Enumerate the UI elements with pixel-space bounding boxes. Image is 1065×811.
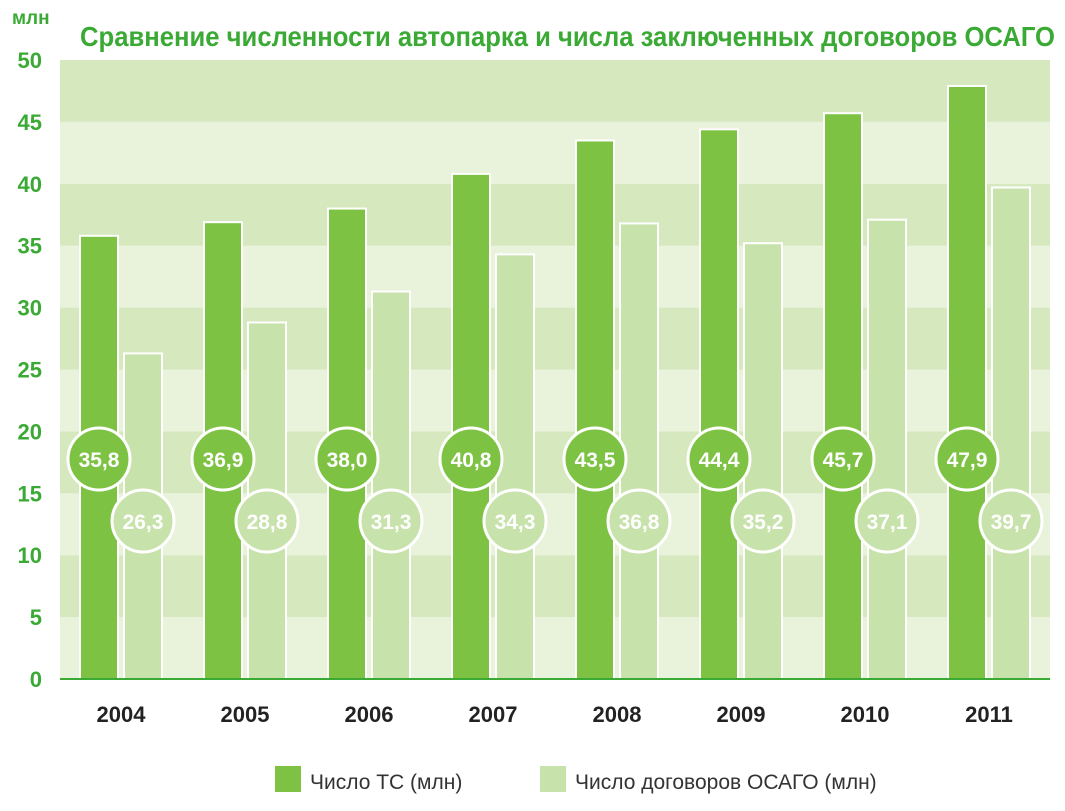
x-tick-label: 2004 [97,702,147,727]
value-label-series-2: 36,8 [619,511,660,534]
value-badge-series-1 [66,426,132,492]
value-label-series-2: 28,8 [247,511,288,534]
y-tick-label: 20 [18,419,42,444]
value-badge-series-2 [110,488,176,554]
value-label-series-1: 47,9 [947,449,988,472]
x-axis-ticks: 2004 2005 2006 2007 2008 2009 2010 2011 [97,702,1013,727]
value-badge-series-1 [314,426,380,492]
y-tick-label: 25 [18,358,42,383]
value-badge-series-1 [686,426,752,492]
value-label-series-1: 40,8 [451,449,492,472]
value-labels: 35,8 26,3 36,9 28,8 38,0 31,3 40,8 34,3 43,5 36,8… [66,426,1044,554]
bar-series-1 [699,128,739,680]
x-tick-label: 2006 [345,702,394,727]
value-badge-series-2 [482,488,548,554]
y-tick-label: 0 [30,667,42,692]
value-badge-series-2 [854,488,920,554]
value-label-series-2: 39,7 [991,511,1032,534]
value-label-series-2: 34,3 [495,511,536,534]
y-tick-label: 40 [18,172,42,197]
x-tick-label: 2011 [965,702,1013,727]
value-label-series-2: 37,1 [867,511,908,534]
bar-series-2 [371,290,411,680]
x-tick-label: 2008 [593,702,642,727]
y-tick-label: 30 [18,296,42,321]
y-tick-label: 10 [18,543,42,568]
value-label-series-2: 31,3 [371,511,412,534]
chart-title: Сравнение численности автопарка и числа … [80,21,1055,52]
value-badge-series-1 [810,426,876,492]
value-label-series-1: 38,0 [327,449,368,472]
grid-band [60,121,1050,184]
x-tick-label: 2010 [841,702,890,727]
value-label-series-1: 45,7 [823,449,864,472]
value-label-series-1: 43,5 [575,449,616,472]
value-label-series-2: 26,3 [123,511,164,534]
y-tick-label: 35 [18,234,42,259]
legend-swatch-series-1 [275,766,301,792]
value-badge-series-1 [562,426,628,492]
bar-series-1 [947,84,987,681]
legend-swatch-series-2 [540,766,566,792]
y-tick-label: 50 [18,48,42,73]
bar-series-1 [575,139,615,681]
value-badge-series-2 [606,488,672,554]
value-badge-series-2 [730,488,796,554]
y-tick-label: 45 [18,110,42,135]
value-badge-series-2 [234,488,300,554]
y-axis-ticks: 0 5 10 15 20 25 30 35 40 45 50 [18,48,42,692]
y-tick-label: 5 [30,605,42,630]
x-tick-label: 2009 [717,702,766,727]
bar-series-1 [823,112,863,680]
value-label-series-1: 36,9 [203,449,244,472]
bar-series-1 [451,172,491,680]
value-label-series-1: 44,4 [699,449,740,472]
y-tick-label: 15 [18,481,42,506]
y-axis-unit: млн [12,8,50,29]
x-tick-label: 2005 [221,702,270,727]
value-badge-series-1 [190,426,256,492]
value-badge-series-1 [934,426,1000,492]
grid-band [60,60,1050,122]
legend-label-series-1: Число ТС (млн) [310,771,462,794]
legend: Число ТС (млн) Число договоров ОСАГО (мл… [275,766,877,794]
value-label-series-1: 35,8 [79,449,120,472]
value-label-series-2: 35,2 [743,511,784,534]
value-badge-series-2 [978,488,1044,554]
legend-label-series-2: Число договоров ОСАГО (млн) [575,771,877,794]
value-badge-series-2 [358,488,424,554]
value-badge-series-1 [438,426,504,492]
x-tick-label: 2007 [469,702,518,727]
bar-series-2 [991,186,1031,680]
